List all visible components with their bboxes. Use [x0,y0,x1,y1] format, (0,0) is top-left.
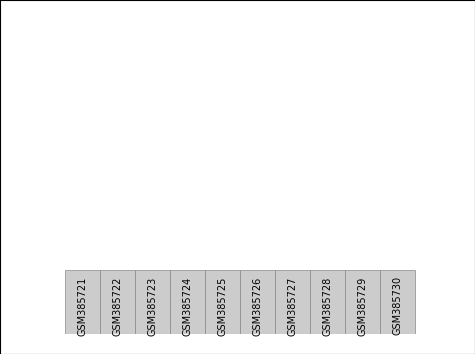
Title: GDS3754 / 226670_s_at: GDS3754 / 226670_s_at [157,8,323,22]
Bar [318,250,336,270]
Point [393,32,401,38]
Bar [170,270,205,333]
Text: cisplatin-resistant: cisplatin-resistant [277,283,377,293]
Bar [380,270,415,333]
Bar [65,272,240,307]
Point [323,49,331,55]
Text: GSM385727: GSM385727 [287,276,297,336]
Bar [74,137,91,270]
Text: GSM385728: GSM385728 [322,276,332,336]
Bar [109,141,126,270]
Point [114,32,122,38]
Bar [205,270,240,333]
Legend: count, percentile rank within the sample: count, percentile rank within the sample [67,314,262,339]
Text: GSM385723: GSM385723 [148,276,158,336]
Text: cisplatin-sensitive: cisplatin-sensitive [103,283,203,293]
Point [358,54,366,59]
Bar [275,270,310,333]
Text: GSM385722: GSM385722 [113,276,123,336]
Bar [240,270,275,333]
Point [184,27,191,33]
Bar [389,137,406,270]
Point [218,32,226,38]
Text: GSM385729: GSM385729 [357,276,367,336]
Bar [240,272,415,307]
Bar [65,270,100,333]
Bar [248,203,266,270]
Text: cell line: cell line [0,284,57,294]
Point [79,32,86,38]
Point [149,29,156,35]
Text: GSM385724: GSM385724 [182,276,192,336]
Text: GSM385721: GSM385721 [78,276,88,336]
Bar [214,120,231,270]
Bar [284,250,301,270]
Bar [135,270,170,333]
Bar [353,260,371,270]
Text: GSM385726: GSM385726 [252,276,262,336]
Bar [144,118,162,270]
Point [288,49,296,55]
Text: GSM385725: GSM385725 [218,276,228,336]
Bar [100,270,135,333]
Bar [310,270,345,333]
Point [254,41,261,47]
Text: GSM385730: GSM385730 [392,276,402,335]
Bar [179,68,196,270]
Bar [345,270,380,333]
